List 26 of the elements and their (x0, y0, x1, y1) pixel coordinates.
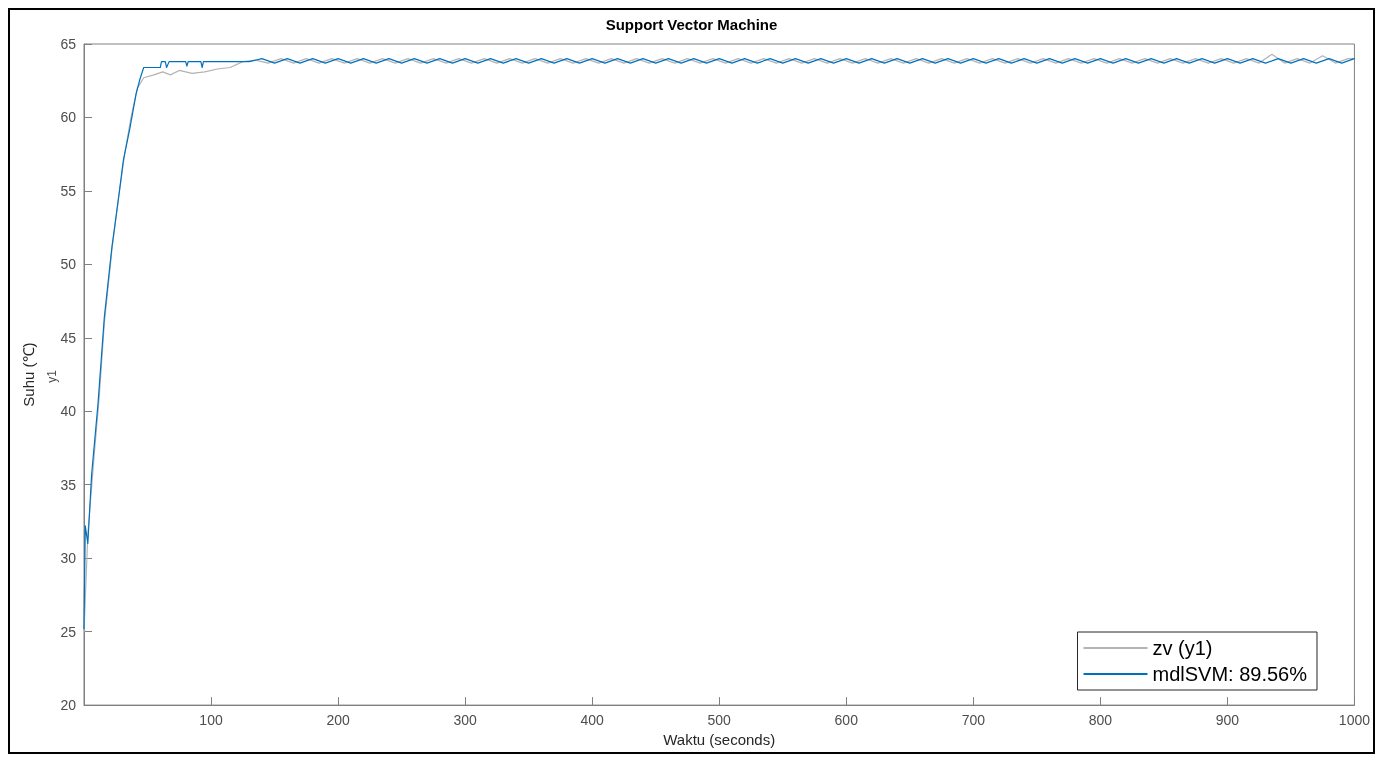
x-tick-label: 800 (1088, 712, 1113, 729)
chart-title: Support Vector Machine (605, 16, 778, 33)
text: y1 (45, 369, 59, 383)
y-tick-label: 50 (60, 256, 77, 273)
x-tick-label: 900 (1215, 712, 1240, 729)
x-axis-title: Waktu (seconds) (663, 731, 776, 748)
y-tick-label: 60 (60, 109, 77, 126)
y-tick-label: 20 (60, 697, 77, 714)
x-tick-label: 600 (834, 712, 859, 729)
y-tick-label: 65 (60, 36, 77, 52)
x-tick-label: 300 (453, 712, 478, 729)
y-tick-label: 55 (60, 182, 77, 199)
y-tick-label: 30 (60, 550, 77, 567)
x-tick-label: 1000 (1338, 712, 1371, 729)
legend-label: mdlSVM: 89.56% (1152, 663, 1308, 685)
x-tick-label: 200 (326, 712, 350, 729)
y-tick-label: 35 (60, 476, 77, 493)
y-axis-title: Suhu (℃) (20, 342, 37, 407)
legend-label: zv (y1) (1152, 637, 1213, 659)
y-tick-label: 45 (60, 329, 77, 346)
x-tick-label: 500 (707, 712, 732, 729)
y-tick-label: 25 (60, 623, 77, 640)
x-tick-label: 700 (961, 712, 986, 729)
x-tick-label: 100 (199, 712, 223, 729)
x-tick-label: 400 (580, 712, 605, 729)
y-tick-label: 40 (60, 403, 77, 420)
